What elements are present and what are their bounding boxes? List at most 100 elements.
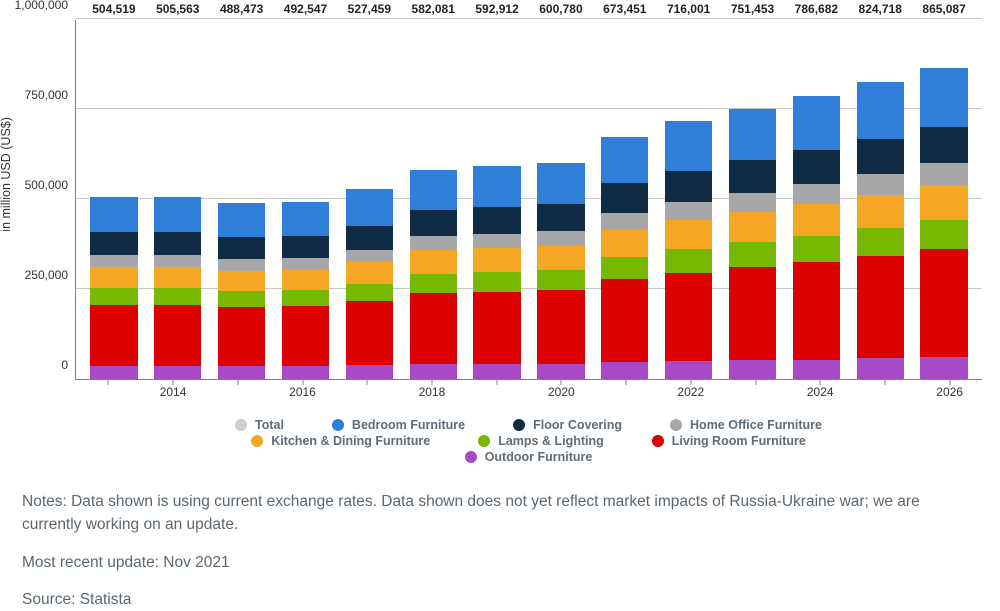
- bar-segment-outdoor: [601, 362, 648, 379]
- bar-total-label: 527,459: [348, 2, 391, 16]
- bar-segment-living_room: [729, 267, 776, 360]
- bar-segment-outdoor: [920, 357, 967, 379]
- bar-segment-floor_covering: [90, 232, 137, 255]
- bar-segment-floor_covering: [218, 237, 265, 259]
- bar-stack: [920, 68, 967, 379]
- legend-swatch: [478, 435, 490, 447]
- bar-column: 673,451: [593, 20, 657, 379]
- bar-segment-home_office: [218, 259, 265, 271]
- bar-segment-lamps: [154, 288, 201, 305]
- bar-segment-living_room: [346, 301, 393, 365]
- bars-group: 504,519505,563488,473492,547527,459582,0…: [76, 20, 982, 379]
- x-tick-mark: [496, 379, 497, 385]
- bar-segment-bedroom: [218, 203, 265, 237]
- bar-total-label: 582,081: [412, 2, 455, 16]
- bar-total-label: 592,912: [475, 2, 518, 16]
- legend-item: Lamps & Lighting: [478, 434, 604, 448]
- bar-column: 527,459: [337, 20, 401, 379]
- legend-label: Home Office Furniture: [690, 418, 822, 432]
- bar-total-label: 865,087: [922, 2, 965, 16]
- bar-segment-outdoor: [537, 364, 584, 379]
- bar-total-label: 786,682: [795, 2, 838, 16]
- legend-item: Bedroom Furniture: [332, 418, 465, 432]
- bar-segment-kitchen_dining: [90, 267, 137, 288]
- bar-segment-lamps: [920, 220, 967, 249]
- bar-stack: [90, 197, 137, 379]
- x-tick-mark: [108, 379, 109, 385]
- bar-segment-living_room: [920, 249, 967, 357]
- bar-segment-living_room: [857, 256, 904, 359]
- bar-column: 824,718: [848, 20, 912, 379]
- bar-segment-kitchen_dining: [473, 248, 520, 272]
- chart-notes: Notes: Data shown is using current excha…: [0, 470, 1000, 611]
- bar-segment-outdoor: [90, 366, 137, 379]
- bar-segment-floor_covering: [473, 207, 520, 234]
- bar-column: 600,780: [529, 20, 593, 379]
- bar-segment-floor_covering: [729, 160, 776, 193]
- bar-stack: [473, 166, 520, 379]
- legend-item: Living Room Furniture: [652, 434, 806, 448]
- x-tick-label: 2018: [419, 385, 446, 399]
- legend: TotalBedroom FurnitureFloor CoveringHome…: [75, 418, 982, 464]
- x-tick-mark: [626, 379, 627, 385]
- bar-stack: [218, 203, 265, 379]
- x-tick-label: 2026: [936, 385, 963, 399]
- bar-segment-home_office: [857, 174, 904, 195]
- bar-total-label: 600,780: [539, 2, 582, 16]
- x-tick-mark: [884, 379, 885, 385]
- legend-item: Outdoor Furniture: [465, 450, 593, 464]
- bar-column: 716,001: [657, 20, 721, 379]
- bar-total-label: 492,547: [284, 2, 327, 16]
- bar-segment-outdoor: [857, 358, 904, 379]
- x-tick-label: 2024: [807, 385, 834, 399]
- bar-segment-living_room: [793, 262, 840, 360]
- bar-column: 504,519: [82, 20, 146, 379]
- y-tick-label: 500,000: [25, 178, 68, 192]
- bar-segment-lamps: [793, 236, 840, 262]
- bar-column: 751,453: [721, 20, 785, 379]
- bar-segment-floor_covering: [665, 171, 712, 203]
- legend-swatch: [251, 435, 263, 447]
- bar-segment-home_office: [729, 193, 776, 212]
- bar-segment-lamps: [473, 272, 520, 291]
- bar-segment-home_office: [473, 234, 520, 248]
- bar-stack: [665, 121, 712, 379]
- x-tick-mark: [367, 379, 368, 385]
- x-tick-label: 2014: [160, 385, 187, 399]
- bar-segment-floor_covering: [920, 127, 967, 163]
- bar-segment-outdoor: [410, 364, 457, 379]
- bar-column: 582,081: [401, 20, 465, 379]
- x-tick-label: 2022: [677, 385, 704, 399]
- bar-segment-kitchen_dining: [857, 195, 904, 228]
- bar-segment-living_room: [218, 307, 265, 366]
- bar-segment-lamps: [90, 288, 137, 305]
- bar-segment-floor_covering: [282, 236, 329, 258]
- note-update: Most recent update: Nov 2021: [22, 551, 978, 574]
- bar-segment-living_room: [410, 293, 457, 364]
- legend-swatch: [235, 419, 247, 431]
- bar-segment-outdoor: [346, 365, 393, 379]
- bar-segment-kitchen_dining: [665, 220, 712, 249]
- bar-segment-home_office: [601, 213, 648, 230]
- bar-segment-lamps: [729, 242, 776, 267]
- bar-segment-bedroom: [920, 68, 967, 127]
- bar-segment-living_room: [90, 305, 137, 366]
- bar-segment-living_room: [665, 273, 712, 361]
- bar-segment-bedroom: [857, 82, 904, 139]
- bar-total-label: 716,001: [667, 2, 710, 16]
- bar-total-label: 504,519: [92, 2, 135, 16]
- bar-stack: [729, 109, 776, 379]
- legend-swatch: [670, 419, 682, 431]
- legend-label: Kitchen & Dining Furniture: [271, 434, 430, 448]
- bar-total-label: 751,453: [731, 2, 774, 16]
- note-source: Source: Statista: [22, 588, 978, 611]
- y-tick-label: 750,000: [25, 88, 68, 102]
- bar-segment-home_office: [410, 236, 457, 250]
- bar-segment-bedroom: [282, 202, 329, 236]
- bar-segment-floor_covering: [154, 232, 201, 255]
- bar-segment-kitchen_dining: [537, 246, 584, 270]
- bar-segment-kitchen_dining: [729, 212, 776, 243]
- legend-item: Total: [235, 418, 284, 432]
- bar-column: 492,547: [274, 20, 338, 379]
- bar-segment-bedroom: [154, 197, 201, 232]
